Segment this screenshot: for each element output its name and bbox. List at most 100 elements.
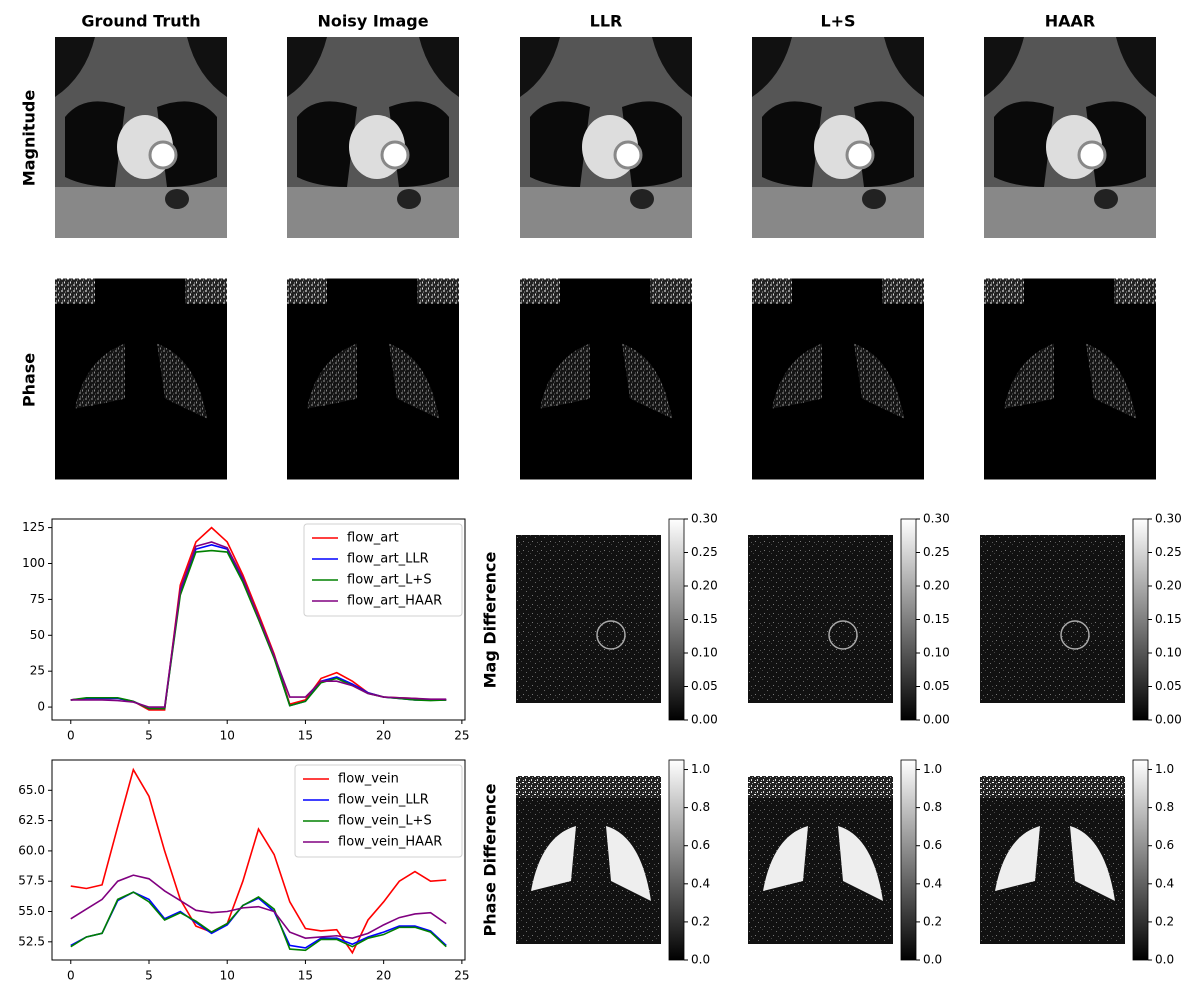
image-panels — [55, 37, 1156, 944]
legend-label: flow_vein_LLR — [338, 793, 429, 808]
colorbar-tick-label: 0.8 — [1155, 800, 1174, 814]
row-label: Mag Difference — [481, 551, 500, 688]
legend-label: flow_art_HAAR — [347, 594, 442, 609]
colorbar-tick-label: 0.15 — [923, 612, 950, 626]
colorbar-tick-label: 0.25 — [923, 545, 950, 559]
y-tick-label: 50 — [30, 628, 45, 642]
colorbar — [668, 759, 685, 961]
image — [516, 776, 661, 944]
colorbar-tick-label: 0.00 — [691, 713, 718, 727]
x-tick-label: 0 — [67, 969, 75, 983]
x-tick-label: 20 — [376, 729, 391, 743]
y-tick-label: 55.0 — [18, 904, 45, 918]
legend-label: flow_vein_HAAR — [338, 835, 442, 850]
colorbar-tick-label: 0.10 — [923, 646, 950, 660]
colorbar — [900, 759, 917, 961]
image — [980, 535, 1125, 703]
colorbar-tick-label: 0.05 — [923, 679, 950, 693]
colorbar-tick-label: 0.0 — [923, 953, 942, 967]
legend-box — [303, 523, 463, 617]
y-tick-label: 25 — [30, 664, 45, 678]
colorbar-tick-label: 0.15 — [1155, 612, 1182, 626]
legend-label: flow_art_L+S — [347, 573, 432, 588]
row-label: Phase — [20, 353, 39, 407]
colorbar-tick-label: 0.2 — [1155, 914, 1174, 928]
colorbar-tick-label: 1.0 — [1155, 762, 1174, 776]
series-line — [70, 891, 447, 952]
colorbar-tick-label: 0.6 — [923, 838, 942, 852]
colorbar-tick-label: 0.05 — [1155, 679, 1182, 693]
colorbar-tick-label: 0.6 — [1155, 838, 1174, 852]
colorbar-tick-label: 0.0 — [1155, 953, 1174, 967]
column-title: L+S — [820, 12, 855, 31]
x-tick-label: 15 — [298, 969, 313, 983]
colorbar-tick-label: 0.4 — [691, 876, 710, 890]
y-tick-label: 75 — [30, 592, 45, 606]
colorbar-tick-label: 0.4 — [1155, 876, 1174, 890]
series-line — [70, 541, 447, 708]
colorbar-tick-label: 0.30 — [923, 512, 950, 526]
image — [287, 278, 459, 480]
colorbar-tick-label: 0.10 — [1155, 646, 1182, 660]
y-tick-label: 125 — [22, 520, 45, 534]
image — [984, 37, 1156, 238]
column-title: HAAR — [1045, 12, 1095, 31]
colorbar-tick-label: 0.2 — [691, 914, 710, 928]
colorbar-tick-label: 0.20 — [1155, 579, 1182, 593]
x-tick-label: 5 — [145, 969, 153, 983]
legend-label: flow_art — [347, 531, 399, 546]
legend-label: flow_vein_L+S — [338, 814, 432, 829]
colorbar-tick-label: 0.4 — [923, 876, 942, 890]
colorbar-tick-label: 0.15 — [691, 612, 718, 626]
colorbar-tick-label: 0.6 — [691, 838, 710, 852]
colorbar — [1132, 518, 1149, 721]
series-line — [70, 767, 447, 955]
column-title: Noisy Image — [317, 12, 428, 31]
row-label: Magnitude — [20, 90, 39, 187]
x-tick-label: 10 — [220, 729, 235, 743]
image — [752, 278, 924, 480]
colorbar — [900, 518, 917, 721]
y-tick-label: 62.5 — [18, 813, 45, 827]
colorbar-tick-label: 0.30 — [1155, 512, 1182, 526]
y-tick-label: 65.0 — [18, 783, 45, 797]
image — [287, 37, 459, 238]
image — [748, 535, 893, 703]
image — [516, 535, 661, 703]
colorbar-tick-label: 0.20 — [923, 579, 950, 593]
colorbar — [1132, 759, 1149, 961]
x-tick-label: 15 — [298, 729, 313, 743]
colorbar-tick-label: 0.00 — [923, 713, 950, 727]
colorbar-tick-label: 0.8 — [691, 800, 710, 814]
colorbar-tick-label: 0.2 — [923, 914, 942, 928]
x-tick-label: 5 — [145, 729, 153, 743]
axes-frame — [51, 518, 466, 721]
legend-box — [294, 764, 463, 858]
y-tick-label: 60.0 — [18, 843, 45, 857]
colorbar-tick-label: 0.20 — [691, 579, 718, 593]
colorbar — [668, 518, 685, 721]
y-tick-label: 57.5 — [18, 874, 45, 888]
x-tick-label: 20 — [376, 969, 391, 983]
image — [984, 278, 1156, 480]
legend-label: flow_art_LLR — [347, 552, 429, 567]
series-line — [70, 891, 447, 949]
x-tick-label: 25 — [454, 729, 469, 743]
image — [752, 37, 924, 238]
colorbar-tick-label: 0.10 — [691, 646, 718, 660]
colorbar-tick-label: 1.0 — [691, 762, 710, 776]
y-tick-label: 0 — [37, 700, 45, 714]
image — [980, 776, 1125, 944]
colorbar-tick-label: 0.30 — [691, 512, 718, 526]
image — [520, 278, 692, 480]
colorbar-tick-label: 0.25 — [691, 545, 718, 559]
colorbar-tick-label: 0.00 — [1155, 713, 1182, 727]
colorbar-tick-label: 0.0 — [691, 953, 710, 967]
row-label: Phase Difference — [481, 783, 500, 936]
colorbar-tick-label: 0.05 — [691, 679, 718, 693]
image — [55, 37, 227, 238]
x-tick-label: 0 — [67, 729, 75, 743]
x-tick-label: 10 — [220, 969, 235, 983]
colorbar-tick-label: 1.0 — [923, 762, 942, 776]
